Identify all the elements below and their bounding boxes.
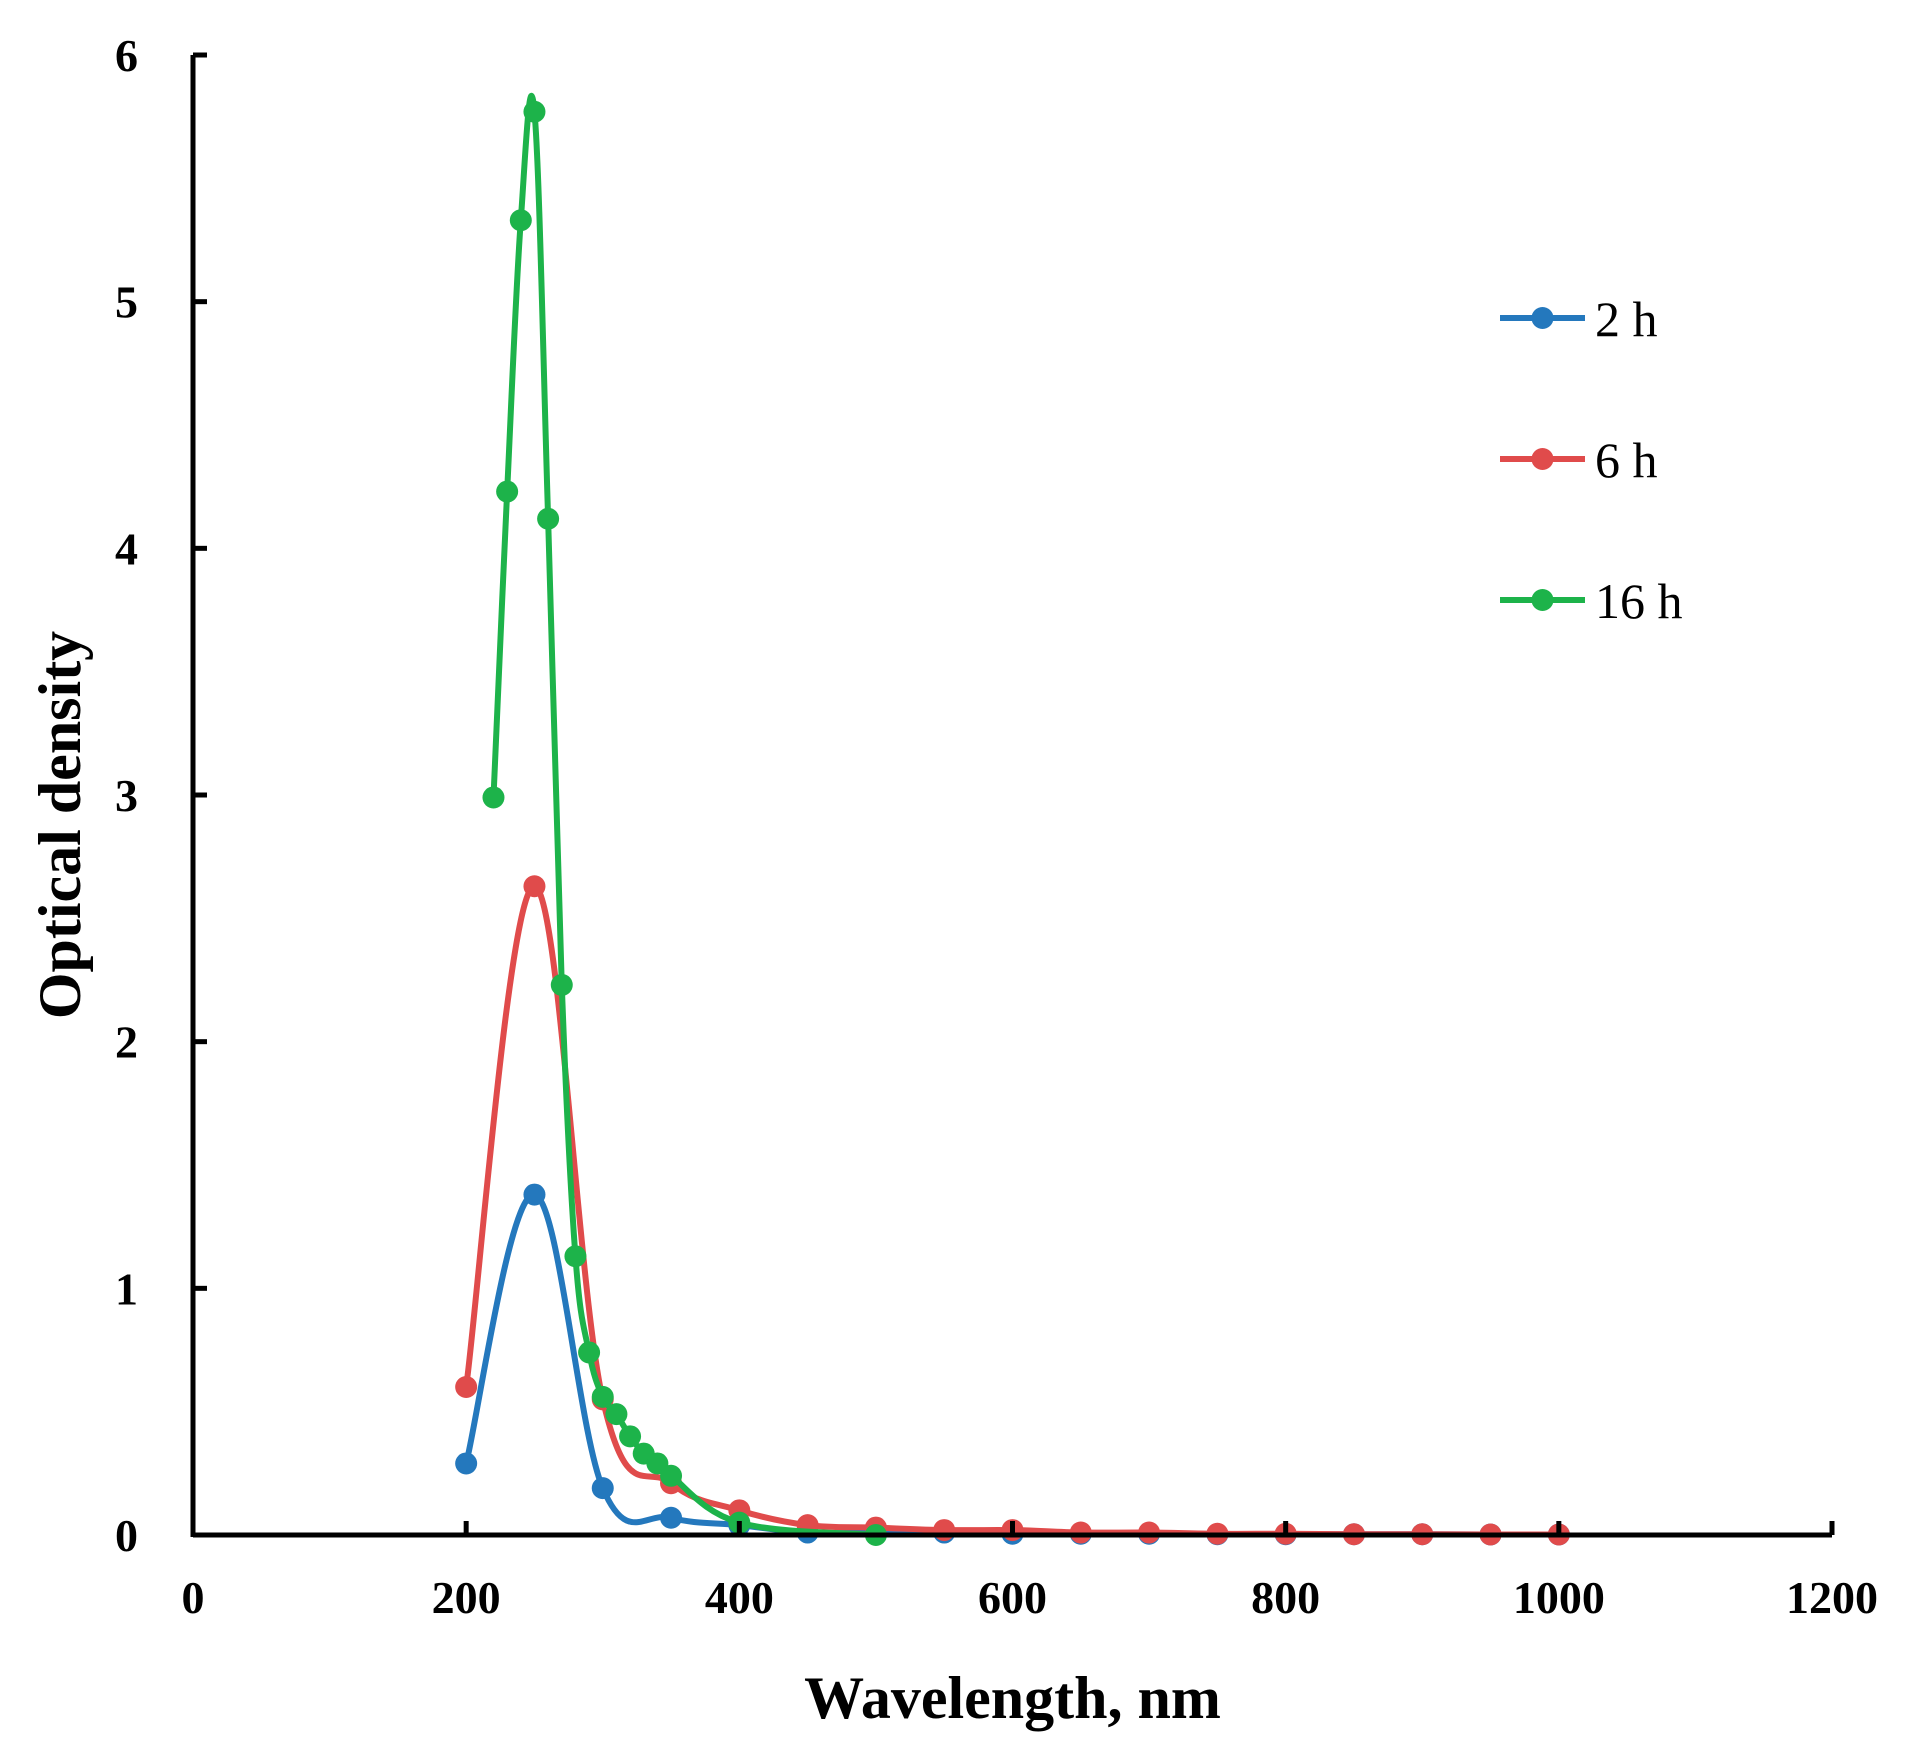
x-tick-label: 800 [1251, 1572, 1320, 1623]
series-6h [455, 875, 1570, 1546]
x-tick-label: 1200 [1786, 1572, 1878, 1623]
y-tick-label: 1 [115, 1263, 138, 1314]
series-2h [455, 1183, 1570, 1546]
legend-marker [1531, 307, 1554, 329]
x-tick-label: 400 [705, 1572, 774, 1623]
data-point [523, 875, 546, 898]
legend-marker [1531, 589, 1554, 611]
data-point [578, 1341, 601, 1364]
data-point [496, 480, 519, 503]
x-tick-label: 1000 [1513, 1572, 1605, 1623]
x-ticks: 0 200 400 600 800 1000 1200 [182, 1521, 1878, 1623]
data-point [933, 1519, 956, 1542]
x-tick-label: 0 [182, 1572, 205, 1623]
y-tick-label: 6 [115, 30, 138, 81]
y-tick-label: 5 [115, 277, 138, 328]
series-line [463, 1191, 1562, 1538]
series-16h [482, 92, 887, 1546]
x-tick-label: 200 [432, 1572, 501, 1623]
axes [190, 55, 1832, 1538]
y-ticks: 0 1 2 3 4 5 6 [115, 30, 207, 1561]
y-tick-label: 4 [115, 523, 138, 574]
data-point [660, 1506, 683, 1529]
data-point [523, 100, 546, 123]
data-point [523, 1183, 546, 1206]
data-point [537, 507, 560, 530]
data-point [509, 209, 532, 232]
legend-label: 16 h [1595, 573, 1683, 629]
data-point [455, 1452, 478, 1475]
legend-label: 6 h [1595, 432, 1658, 488]
series-layer [455, 92, 1570, 1546]
data-point [482, 786, 505, 809]
data-point [591, 1477, 614, 1500]
series-line [490, 92, 879, 1538]
legend-item: 2 h [1500, 291, 1658, 347]
legend-marker [1531, 448, 1554, 470]
data-point [619, 1425, 642, 1448]
legend-label: 2 h [1595, 291, 1658, 347]
data-point [564, 1245, 587, 1268]
x-tick-label: 600 [978, 1572, 1047, 1623]
data-point [660, 1464, 683, 1487]
y-tick-label: 2 [115, 1017, 138, 1068]
legend-item: 16 h [1500, 573, 1683, 629]
data-point [605, 1403, 628, 1426]
y-tick-label: 3 [115, 770, 138, 821]
data-point [550, 973, 573, 996]
data-point [455, 1376, 478, 1398]
x-axis-title: Wavelength, nm [804, 1665, 1221, 1731]
y-tick-label: 0 [115, 1510, 138, 1561]
legend-item: 6 h [1500, 432, 1658, 488]
y-axis-title: Optical density [27, 631, 93, 1019]
legend: 2 h 6 h 16 h [1500, 291, 1683, 629]
data-point [591, 1385, 614, 1408]
